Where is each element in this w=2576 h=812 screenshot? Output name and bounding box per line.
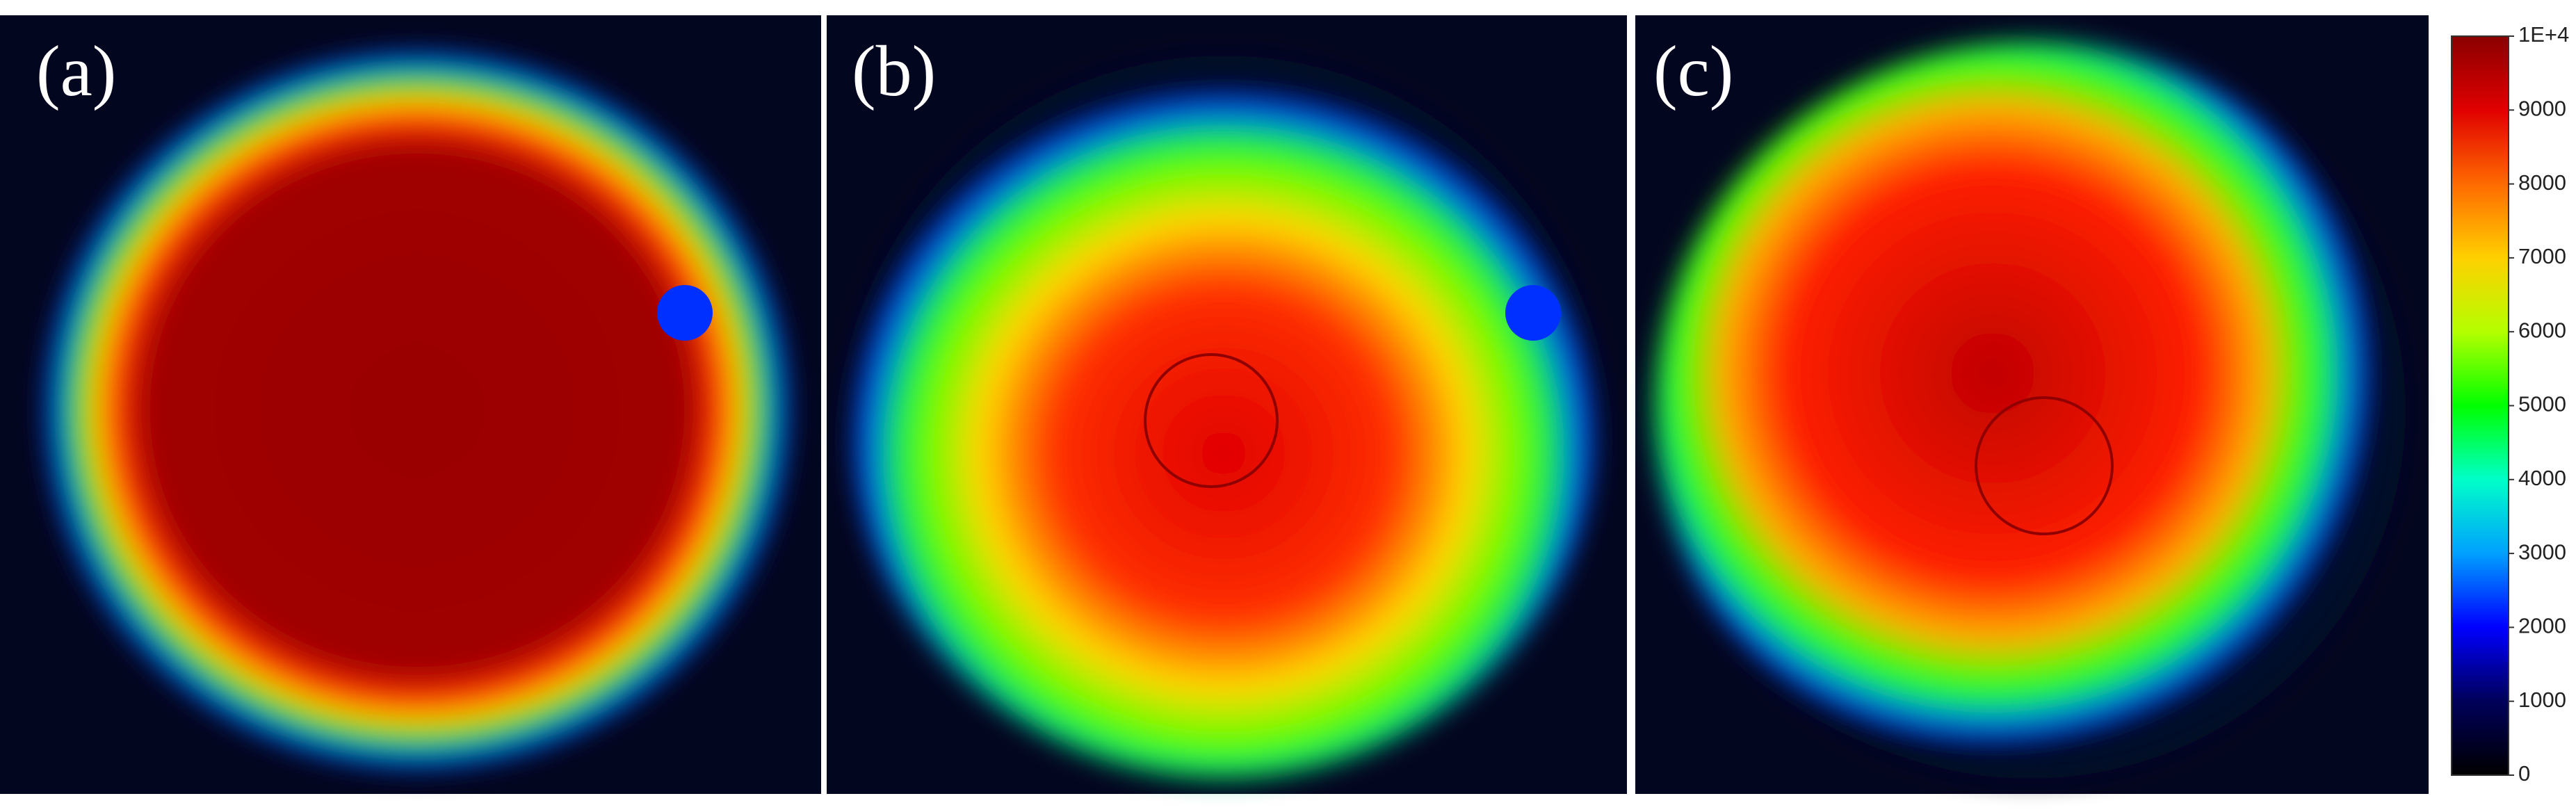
hole-a <box>657 285 713 341</box>
marker-circle-c <box>1975 396 2114 535</box>
tick-label: 4000 <box>2518 466 2566 490</box>
panel-label: (b) <box>852 31 936 111</box>
heatmap-c <box>1655 42 2406 779</box>
tick-label: 2000 <box>2518 614 2566 638</box>
tick-label: 7000 <box>2518 244 2566 268</box>
colorbar <box>2451 35 2509 776</box>
tick-label: 0 <box>2518 761 2530 786</box>
heatmap-a <box>42 49 793 772</box>
panel-label: (c) <box>1653 31 1733 111</box>
tick-label: 9000 <box>2518 96 2566 120</box>
tick-label: 3000 <box>2518 539 2566 564</box>
heatmap-b <box>848 56 1599 779</box>
tick-label: 8000 <box>2518 170 2566 195</box>
tick-label: 5000 <box>2518 392 2566 416</box>
tick-label: 1E+4 <box>2518 22 2569 47</box>
panel-label: (a) <box>36 31 116 111</box>
tick-label: 1000 <box>2518 688 2566 712</box>
hole-b <box>1505 285 1561 341</box>
tick-label: 6000 <box>2518 318 2566 342</box>
marker-circle-b <box>1144 353 1279 488</box>
